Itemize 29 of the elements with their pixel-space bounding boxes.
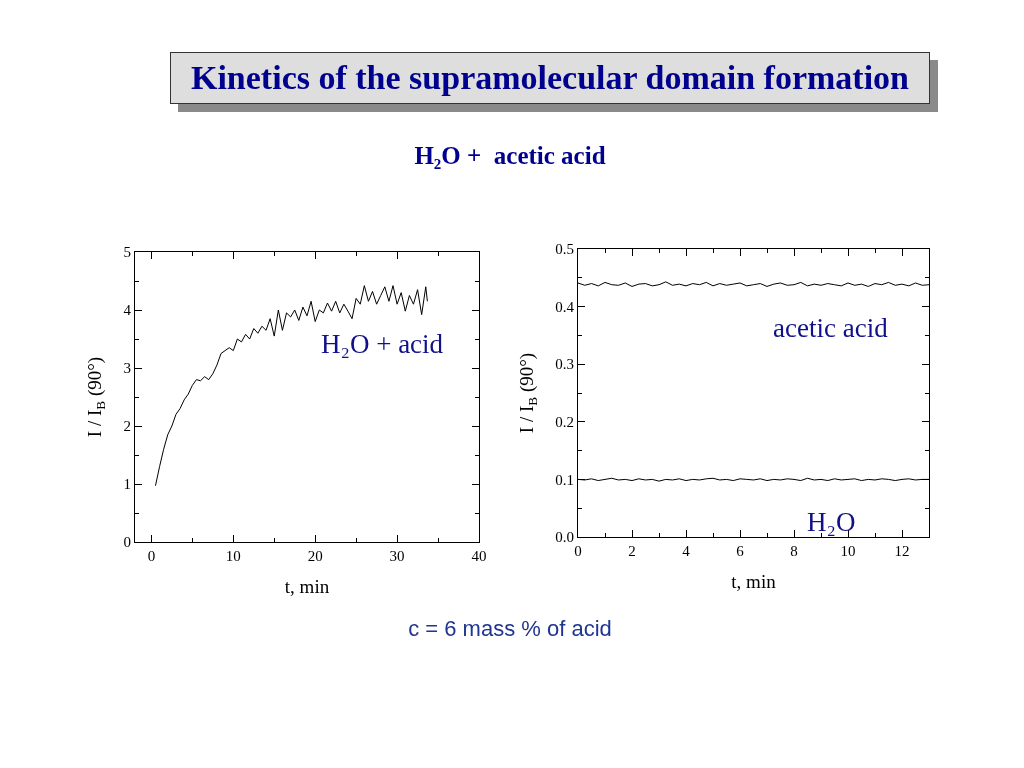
x-tick-label: 40 bbox=[471, 548, 487, 564]
text: c = 6 mass % of acid bbox=[407, 616, 613, 642]
x-tick-label: 0 bbox=[147, 548, 156, 564]
x-tick-label: 20 bbox=[307, 548, 323, 564]
x-tick-label: 12 bbox=[894, 543, 910, 559]
y-tick-label: 0.2 bbox=[555, 414, 574, 431]
y-tick-label: 1 bbox=[123, 476, 131, 493]
y-tick-label: 3 bbox=[123, 360, 131, 377]
y-tick-label: 0.5 bbox=[555, 241, 574, 258]
y-tick-label: 0.4 bbox=[555, 298, 575, 315]
y-tick-label: 0.3 bbox=[555, 356, 574, 373]
x-tick-label: 30 bbox=[389, 548, 405, 564]
y-tick-label: 2 bbox=[123, 418, 131, 435]
x-tick-label: 10 bbox=[225, 548, 241, 564]
x-axis-title: t, min bbox=[284, 575, 330, 597]
chart-subtitle: H₂O + acetic acid bbox=[413, 142, 607, 170]
x-tick-label: 10 bbox=[840, 543, 856, 559]
series-label: H₂O bbox=[807, 507, 856, 537]
x-axis-title: t, min bbox=[731, 570, 777, 592]
legend-label: acetic acid bbox=[773, 313, 889, 343]
x-tick-label: 8 bbox=[790, 543, 798, 559]
y-tick-label: 5 bbox=[123, 244, 131, 261]
y-tick-label: 0.1 bbox=[555, 471, 574, 488]
y-tick-label: 0.0 bbox=[555, 529, 574, 546]
legend-label: H₂O + acid bbox=[321, 329, 444, 359]
x-tick-label: 2 bbox=[628, 543, 636, 559]
x-tick-label: 6 bbox=[736, 543, 745, 559]
y-tick-label: 4 bbox=[123, 302, 132, 319]
x-tick-label: 4 bbox=[682, 543, 691, 559]
